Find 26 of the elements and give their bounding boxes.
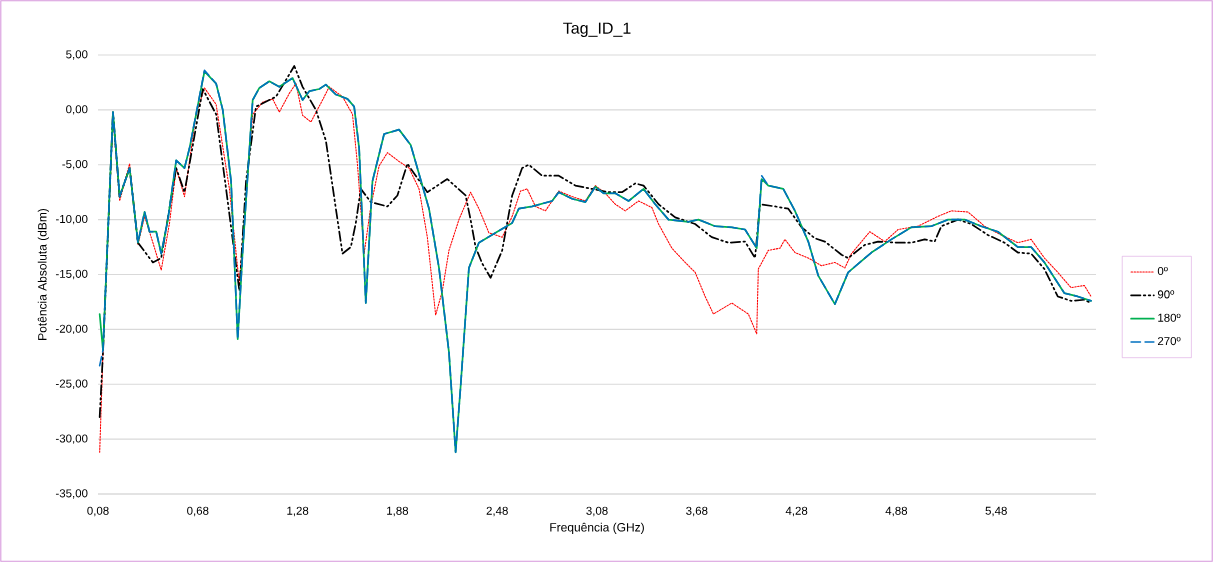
x-tick-label: 0,08: [87, 506, 109, 517]
x-tick-label: 2,48: [486, 506, 508, 517]
x-tick-label: 1,28: [287, 506, 309, 517]
x-tick-label: 3,08: [586, 506, 608, 517]
y-tick-label: 5,00: [66, 50, 88, 60]
x-tick-label: 4,88: [885, 506, 908, 517]
x-tick-label: 3,68: [686, 506, 708, 517]
y-tick-label: 0,00: [66, 105, 88, 115]
legend-label: 270º: [1157, 337, 1181, 346]
x-axis-title: Frequência (GHz): [550, 522, 644, 534]
y-tick-label: -15,00: [55, 269, 88, 280]
y-tick-label: -10,00: [55, 214, 88, 225]
y-tick-label: -35,00: [55, 489, 88, 499]
legend-label: 90º: [1157, 290, 1175, 299]
y-tick-label: -5,00: [62, 160, 88, 170]
legend-label: 0º: [1157, 266, 1168, 276]
x-tick-label: 1,88: [387, 506, 409, 517]
legend-label: 180º: [1158, 313, 1181, 322]
x-tick-label: 0,68: [187, 506, 209, 517]
x-tick-label: 5,48: [985, 506, 1007, 517]
y-tick-label: -30,00: [55, 434, 88, 444]
y-tick-label: -25,00: [55, 379, 88, 389]
y-axis-title: Potência Absoluta (dBm): [37, 208, 49, 340]
chart-title: Tag_ID_1: [563, 22, 631, 37]
x-tick-label: 4,28: [785, 506, 808, 517]
y-tick-label: -20,00: [55, 324, 88, 335]
